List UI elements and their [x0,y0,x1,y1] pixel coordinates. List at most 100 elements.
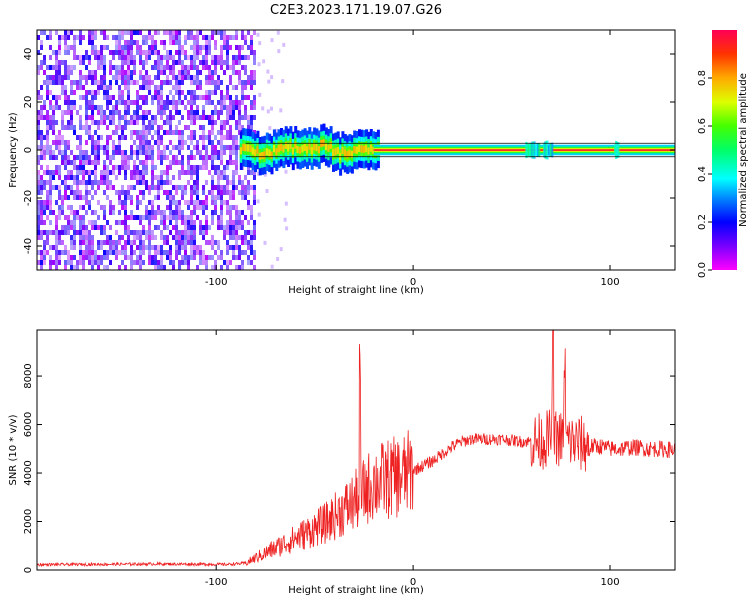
spectrogram-cell [196,215,199,220]
spectrogram-cell [61,150,64,155]
spectrogram-cell [229,225,232,230]
spectrogram-cell [232,35,235,40]
spectrogram-cell [40,110,43,115]
spectrogram-cell [49,265,52,270]
spectrogram-cell [220,190,223,195]
spectrogram-cell [43,105,46,110]
spectrogram-cell [70,260,73,265]
spectrogram-cell [223,225,226,230]
spectrogram-cell [360,145,364,153]
spectrogram-cell [265,148,269,156]
spectrogram-cell [40,65,43,70]
spectrogram-cell [40,185,43,190]
spectrogram-cell [70,175,73,180]
spectrogram-cell [226,245,229,250]
spectrogram-cell [169,40,172,45]
spectrogram-cell [190,75,193,80]
spectrogram-cell [157,110,160,115]
spectrogram-cell [226,55,229,60]
x-tick-label: -100 [205,277,228,288]
spectrogram-cell [196,245,199,250]
spectrogram-cell [190,110,193,115]
spectrogram-cell [154,250,157,255]
spectrogram-cell [55,240,58,245]
spectrogram-cell [94,145,97,150]
spectrogram-cell [160,160,163,165]
spectrogram-cell [169,50,172,55]
spectrogram-cell [91,145,94,150]
spectrogram-cell [250,40,253,45]
spectrogram-cell [127,165,130,170]
spectrogram-cell [52,105,55,110]
spectrogram-cell [142,135,145,140]
snr-xlabel: Height of straight line (km) [288,585,424,596]
spectrogram-cell [220,175,223,180]
spectrogram-cell [88,30,91,35]
spectrogram-cell [202,190,205,195]
y-tick-label: 4000 [23,460,34,485]
spectrogram-cell [184,65,187,70]
spectrogram-cell [43,250,46,255]
spectrogram-ylabel: Frequency (Hz) [8,112,19,188]
spectrogram-cell [181,260,184,265]
spectrogram-cell [241,80,244,85]
spectrogram-cell [148,250,151,255]
spectrogram-cell [70,85,73,90]
spectrogram-cell [193,50,196,55]
spectrogram-cell [37,115,40,120]
spectrogram-cell [211,235,214,240]
spectrogram-cell [37,155,40,160]
spectrogram-cell [217,75,220,80]
spectrogram-cell [64,110,67,115]
spectrogram-cell [205,35,208,40]
spectrogram-cell [160,125,163,130]
spectrogram-cell [229,235,232,240]
spectrogram-cell [61,120,64,125]
spectrogram-cell [178,140,181,145]
spectrogram-cell [52,175,55,180]
spectrogram-cell [178,265,181,270]
spectrogram-cell [250,235,253,240]
spectrogram-cell [175,30,178,35]
spectrogram-cell [64,265,67,270]
spectrogram-cell [284,141,288,149]
spectrogram-cell [82,55,85,60]
spectrogram-cell [139,150,142,155]
spectrogram-cell [103,145,106,150]
spectrogram-cell [70,90,73,95]
spectrogram-cell [151,45,154,50]
spectrogram-cell [43,230,46,235]
spectrogram-cell [61,225,64,230]
spectrogram-cell [253,100,256,105]
spectrogram-cell [190,115,193,120]
spectrogram-cell [214,120,217,125]
spectrogram-cell [118,50,121,55]
spectrogram-cell [85,170,88,175]
spectrogram-cell [115,75,118,80]
spectrogram-cell [154,255,157,260]
spectrogram-cell [37,235,40,240]
spectrogram-cell [97,105,100,110]
spectrogram-cell [175,185,178,190]
spectrogram-cell [187,215,190,220]
spectrogram-cell [614,144,616,156]
spectrogram-cell [139,170,142,175]
spectrogram-cell [151,135,154,140]
spectrogram-cell [145,100,148,105]
spectrogram-cell [100,65,103,70]
x-tick-label: 100 [600,277,619,288]
spectrogram-cell [175,225,178,230]
spectrogram-cell [91,115,94,120]
spectrogram-cell [241,95,244,100]
spectrogram-cell [151,145,154,150]
spectrogram-cell [196,115,199,120]
spectrogram-cell [214,165,217,170]
spectrogram-cell [193,185,196,190]
spectrogram-cell [181,190,184,195]
spectrogram-cell [127,95,130,100]
spectrogram-cell [220,210,223,215]
spectrogram-cell [235,245,238,250]
spectrogram-cell [70,210,73,215]
spectrogram-cell [241,235,244,240]
spectrogram-cell [46,125,49,130]
